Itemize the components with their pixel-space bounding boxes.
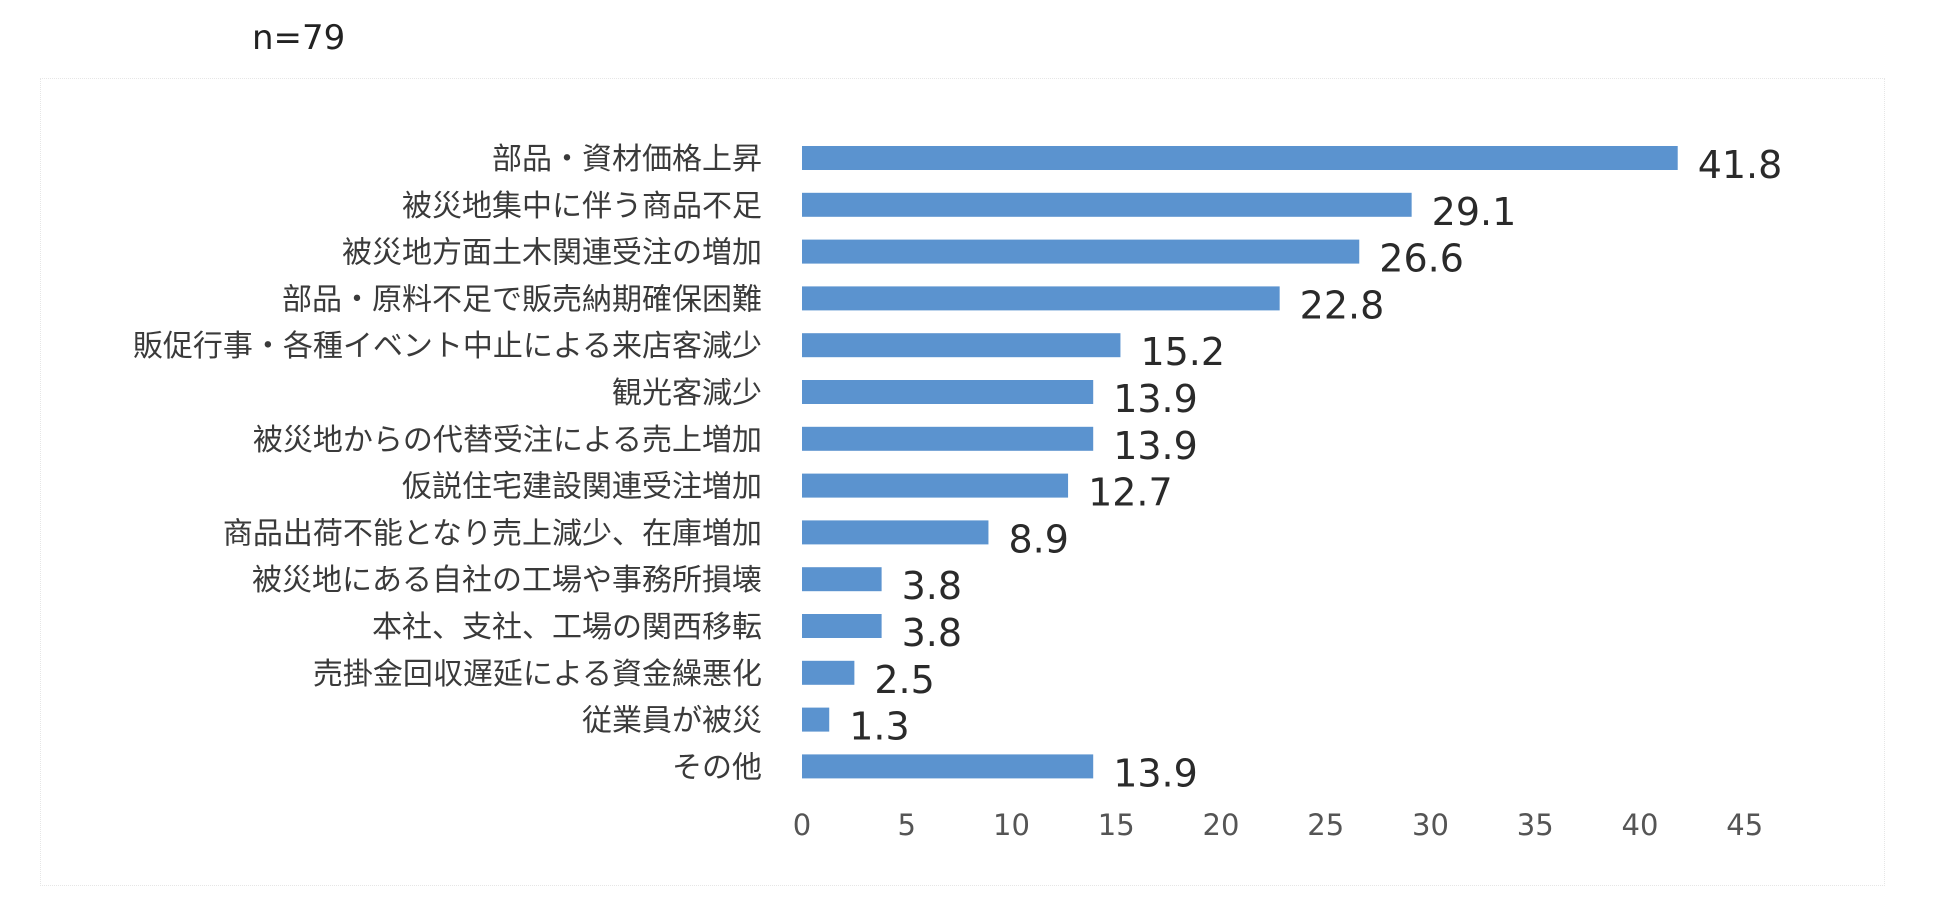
category-label: 被災地からの代替受注による売上増加 bbox=[253, 423, 762, 458]
x-tick-label: 25 bbox=[1307, 808, 1344, 842]
x-tick-label: 45 bbox=[1726, 808, 1763, 842]
category-label: 部品・資材価格上昇 bbox=[492, 142, 762, 177]
value-label: 3.8 bbox=[902, 611, 962, 655]
value-label: 8.9 bbox=[1008, 517, 1068, 561]
bar bbox=[802, 520, 989, 545]
bar bbox=[802, 473, 1069, 498]
bar bbox=[802, 333, 1121, 358]
bar bbox=[802, 380, 1094, 404]
value-label: 13.9 bbox=[1113, 751, 1198, 795]
x-tick-label: 15 bbox=[1098, 808, 1135, 842]
category-label: 被災地方面土木関連受注の増加 bbox=[342, 236, 762, 271]
value-label: 12.7 bbox=[1088, 471, 1173, 515]
bar bbox=[802, 754, 1094, 779]
category-label: 被災地にある自社の工場や事務所損壊 bbox=[252, 563, 762, 598]
bar bbox=[802, 146, 1678, 170]
bar bbox=[802, 707, 830, 732]
category-label: 観光客減少 bbox=[612, 376, 762, 411]
bar bbox=[802, 567, 882, 592]
value-label: 1.3 bbox=[849, 705, 909, 749]
x-tick-label: 0 bbox=[793, 808, 811, 842]
value-label: 41.8 bbox=[1698, 143, 1783, 187]
category-label: 被災地集中に伴う商品不足 bbox=[402, 189, 762, 224]
category-label: その他 bbox=[672, 750, 762, 785]
category-label: 商品出荷不能となり売上減少、在庫増加 bbox=[223, 516, 762, 551]
value-label: 3.8 bbox=[902, 564, 962, 608]
category-label: 従業員が被災 bbox=[582, 704, 762, 739]
value-label: 15.2 bbox=[1140, 330, 1225, 374]
bar bbox=[802, 660, 855, 685]
sample-size-note: n=79 bbox=[252, 18, 346, 58]
x-tick-label: 20 bbox=[1203, 808, 1240, 842]
x-tick-label: 5 bbox=[898, 808, 916, 842]
plot-area bbox=[40, 78, 1885, 886]
bar bbox=[802, 239, 1360, 264]
x-tick-label: 40 bbox=[1622, 808, 1659, 842]
value-label: 29.1 bbox=[1432, 190, 1517, 234]
bar bbox=[802, 426, 1094, 451]
x-tick-label: 30 bbox=[1412, 808, 1449, 842]
bar bbox=[802, 614, 882, 638]
bar bbox=[802, 286, 1280, 311]
x-tick-label: 35 bbox=[1517, 808, 1554, 842]
category-label: 本社、支社、工場の関西移転 bbox=[372, 610, 762, 645]
bar bbox=[802, 192, 1412, 217]
category-label: 部品・原料不足で販売納期確保困難 bbox=[282, 282, 762, 317]
category-label: 売掛金回収遅延による資金繰悪化 bbox=[313, 657, 762, 692]
value-label: 26.6 bbox=[1379, 237, 1464, 281]
value-label: 13.9 bbox=[1113, 377, 1198, 421]
category-label: 仮説住宅建設関連受注増加 bbox=[402, 470, 762, 505]
value-label: 2.5 bbox=[874, 658, 934, 702]
value-label: 13.9 bbox=[1113, 424, 1198, 468]
x-tick-label: 10 bbox=[993, 808, 1030, 842]
category-label: 販促行事・各種イベント中止による来店客減少 bbox=[133, 329, 762, 364]
value-label: 22.8 bbox=[1300, 283, 1385, 327]
